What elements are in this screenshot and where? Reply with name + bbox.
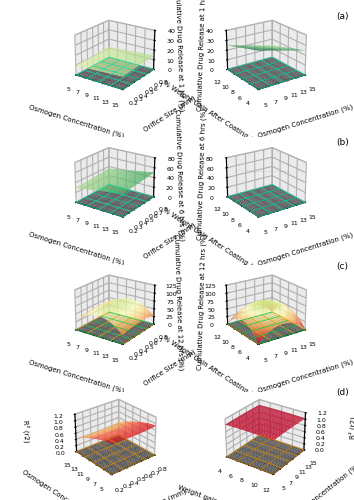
- Text: (d): (d): [336, 388, 349, 396]
- Text: (c): (c): [337, 262, 349, 272]
- Text: (b): (b): [336, 138, 349, 146]
- Y-axis label: % Weight Gain After Coating (%): % Weight Gain After Coating (%): [162, 334, 261, 402]
- X-axis label: Osmogen Concentration (%): Osmogen Concentration (%): [28, 358, 124, 394]
- Y-axis label: Osmogen Concentration (%): Osmogen Concentration (%): [279, 462, 354, 500]
- Y-axis label: Orifice Size (mm): Orifice Size (mm): [143, 222, 197, 260]
- Y-axis label: % Weight Gain After Coating (%): % Weight Gain After Coating (%): [162, 207, 261, 274]
- X-axis label: Osmogen Concentration (%): Osmogen Concentration (%): [28, 104, 124, 140]
- X-axis label: Osmogen Concentration (%): Osmogen Concentration (%): [257, 232, 354, 267]
- X-axis label: Osmogen Concentration (%): Osmogen Concentration (%): [257, 358, 354, 394]
- Y-axis label: Orifice Size (mm): Orifice Size (mm): [143, 94, 197, 132]
- X-axis label: Orifice Size (mm): Orifice Size (mm): [130, 488, 188, 500]
- Y-axis label: Osmogen Concentration (%): Osmogen Concentration (%): [21, 469, 108, 500]
- X-axis label: Osmogen Concentration (%): Osmogen Concentration (%): [257, 104, 354, 140]
- X-axis label: Osmogen Concentration (%): Osmogen Concentration (%): [28, 232, 124, 267]
- Y-axis label: % Weight Gain After Coating (%): % Weight Gain After Coating (%): [162, 80, 261, 147]
- X-axis label: Weight gain After Coating (%): Weight gain After Coating (%): [177, 484, 277, 500]
- Y-axis label: Orifice Size (mm): Orifice Size (mm): [143, 349, 197, 388]
- Text: (a): (a): [336, 12, 349, 22]
